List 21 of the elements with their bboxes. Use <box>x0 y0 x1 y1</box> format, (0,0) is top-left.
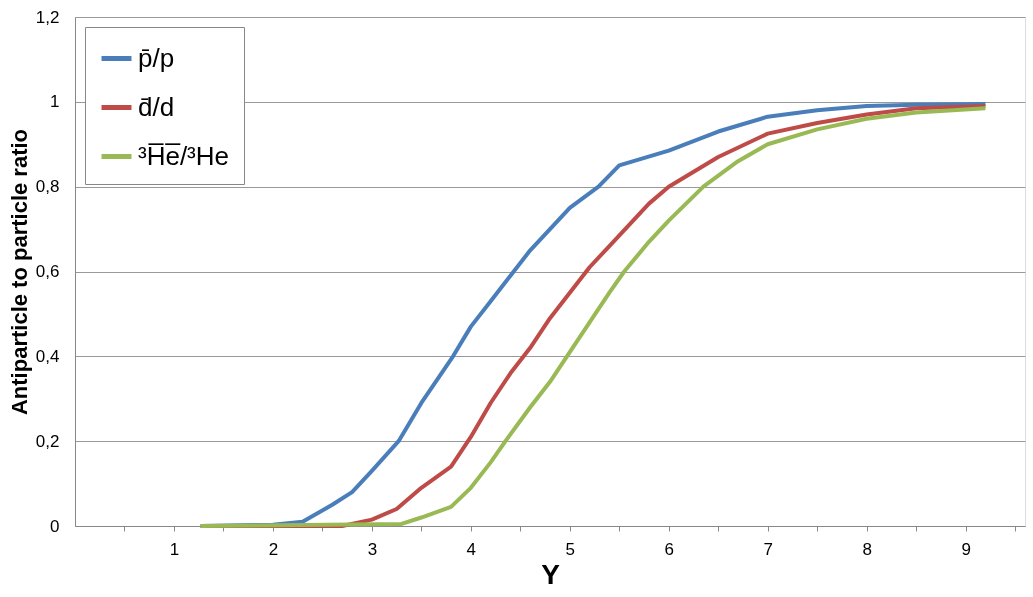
x-tick-label: 9 <box>961 539 971 559</box>
y-tick-label: 0,8 <box>35 177 60 197</box>
x-tick-label: 5 <box>565 539 576 559</box>
x-tick-label: 7 <box>763 539 773 559</box>
x-tick-label: 1 <box>169 539 180 559</box>
y-tick-label: 1,2 <box>35 7 60 27</box>
legend-label: d̄/d <box>138 91 175 122</box>
x-tick-label: 6 <box>664 539 674 559</box>
x-axis-title: Y <box>541 558 561 590</box>
y-tick-label: 0 <box>50 516 60 536</box>
y-axis-title: Antiparticle to particle ratio <box>6 128 32 416</box>
y-tick-label: 0,4 <box>35 346 60 366</box>
y-tick-label: 0,2 <box>35 431 60 451</box>
y-tick-label: 0,6 <box>35 262 60 281</box>
x-tick-label: 3 <box>367 539 378 559</box>
x-tick-label: 8 <box>862 539 872 559</box>
legend-label: p̄/p <box>138 42 175 73</box>
x-tick-label: 2 <box>268 539 279 559</box>
x-tick-label: 4 <box>466 539 477 559</box>
y-tick-label: 1 <box>50 92 60 112</box>
legend-label: ³H̅e̅/³He <box>138 140 230 171</box>
